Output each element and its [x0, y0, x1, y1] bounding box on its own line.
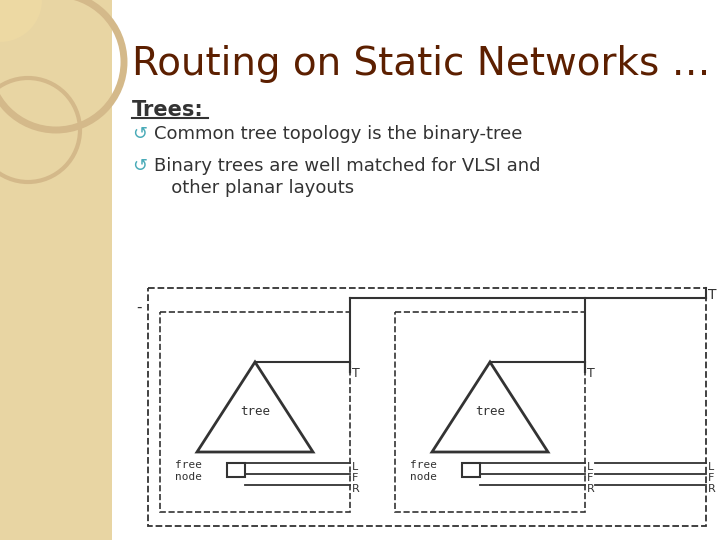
- Text: R: R: [352, 484, 360, 494]
- Text: ↺: ↺: [132, 125, 147, 143]
- Text: free
node: free node: [175, 460, 202, 482]
- Text: R: R: [587, 484, 595, 494]
- Text: -: -: [136, 300, 142, 315]
- Text: L: L: [587, 462, 593, 472]
- Wedge shape: [0, 0, 42, 42]
- Text: T: T: [587, 367, 595, 380]
- Text: Binary trees are well matched for VLSI and: Binary trees are well matched for VLSI a…: [154, 157, 541, 175]
- Text: T: T: [352, 367, 360, 380]
- Text: F: F: [708, 473, 714, 483]
- Text: tree: tree: [240, 405, 270, 418]
- Text: Routing on Static Networks …: Routing on Static Networks …: [132, 45, 711, 83]
- Text: T: T: [708, 288, 716, 302]
- Bar: [148, 288, 706, 526]
- Bar: [462, 463, 480, 477]
- Text: R: R: [708, 484, 716, 494]
- Text: tree: tree: [475, 405, 505, 418]
- Text: F: F: [587, 473, 593, 483]
- Bar: [0, 0, 112, 540]
- Text: Common tree topology is the binary-tree: Common tree topology is the binary-tree: [154, 125, 523, 143]
- Text: L: L: [708, 462, 714, 472]
- Bar: [160, 312, 350, 512]
- Text: free
node: free node: [410, 460, 437, 482]
- Text: L: L: [352, 462, 359, 472]
- Text: ↺: ↺: [132, 157, 147, 175]
- Bar: [395, 312, 585, 512]
- Text: Trees:: Trees:: [132, 100, 204, 120]
- Text: other planar layouts: other planar layouts: [154, 179, 354, 197]
- Text: F: F: [352, 473, 359, 483]
- Bar: [227, 463, 245, 477]
